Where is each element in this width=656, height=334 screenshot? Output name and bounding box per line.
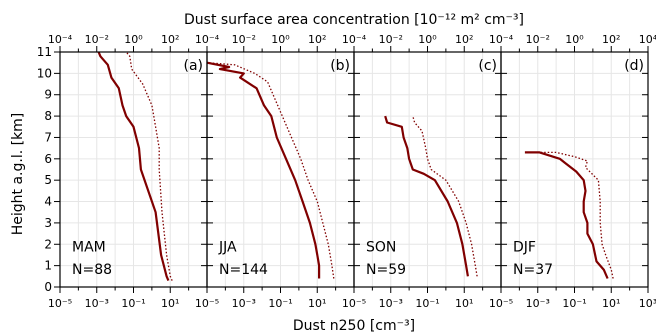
x-tick-label-bottom: 10⁻³ xyxy=(85,297,109,310)
profile-line-surface-area xyxy=(412,115,478,277)
panel-tag: (c) xyxy=(478,58,497,74)
x-tick-label-bottom: 10⁻⁵ xyxy=(195,297,219,310)
sample-count-label: N=88 xyxy=(72,262,112,278)
x-tick-label-top: 10⁰ xyxy=(271,33,290,46)
x-tick-label-bottom: 10¹ xyxy=(455,297,473,310)
x-tick-label-top: 10² xyxy=(308,33,326,46)
sample-count-label: N=144 xyxy=(219,262,268,278)
panel-tag: (a) xyxy=(183,58,203,74)
x-axis-label: Dust n250 [cm⁻³] xyxy=(293,318,415,334)
x-tick-label-top: 10⁻⁴ xyxy=(48,33,73,46)
x-tick-label-bottom: 10⁻⁵ xyxy=(48,297,72,310)
x-tick-label-top: 10⁻⁴ xyxy=(195,33,220,46)
x-tick-label-bottom: 10⁻¹ xyxy=(121,297,145,310)
y-tick-label: 10 xyxy=(37,66,52,80)
x-tick-label-bottom: 10⁻¹ xyxy=(268,297,292,310)
x-tick-label-top: 10² xyxy=(455,33,473,46)
x-tick-label-bottom: 10⁻¹ xyxy=(562,297,586,310)
season-label: MAM xyxy=(72,239,106,255)
season-label: DJF xyxy=(513,239,536,255)
season-label: SON xyxy=(366,239,396,255)
y-tick-label: 6 xyxy=(44,152,52,166)
y-tick-label: 1 xyxy=(44,259,52,273)
x-tick-label-top: 10⁻² xyxy=(526,33,550,46)
x-tick-label-top: 10⁰ xyxy=(418,33,437,46)
profile-line-surface-area xyxy=(125,51,173,281)
x-tick-label-top: 10⁰ xyxy=(565,33,584,46)
y-tick-label: 0 xyxy=(44,280,52,294)
profile-line-n250 xyxy=(97,51,170,282)
top-axis-label: Dust surface area concentration [10⁻¹² m… xyxy=(184,12,524,28)
y-tick-label: 7 xyxy=(44,130,52,144)
panel-frames xyxy=(59,51,649,288)
x-tick-label-bottom: 10⁻³ xyxy=(379,297,403,310)
x-tick-label-top: 10⁻⁴ xyxy=(342,33,367,46)
x-tick-label-bottom: 10¹ xyxy=(602,297,620,310)
sample-count-label: N=37 xyxy=(513,262,553,278)
tick-labels: 0 1 2 3 4 5 6 7 8 9 10 11 10⁻⁵ 10⁻³ 10⁻¹ 10¹ 10⁻⁵ 10⁻³ 10⁻… xyxy=(37,33,656,310)
y-tick-label: 2 xyxy=(44,237,52,251)
x-tick-label-top: 10⁻² xyxy=(85,33,109,46)
season-label: JJA xyxy=(218,239,237,255)
y-tick-label: 9 xyxy=(44,88,52,102)
axis-ticks xyxy=(54,46,649,293)
x-tick-label-top: 10⁻² xyxy=(379,33,403,46)
y-tick-label: 3 xyxy=(44,216,52,230)
y-tick-label: 4 xyxy=(44,195,52,209)
panel-labels: (a) MAM N=88 (b) JJA N=144 (c) SON N=59 (d) DJF N=3… xyxy=(72,58,644,278)
x-tick-label-bottom: 10⁻⁵ xyxy=(342,297,366,310)
panel-tag: (d) xyxy=(624,58,644,74)
x-tick-label-top: 10² xyxy=(602,33,620,46)
x-tick-label-bottom: 10⁻³ xyxy=(232,297,256,310)
x-tick-label-top: 10² xyxy=(161,33,179,46)
x-tick-label-top: 10⁴ xyxy=(639,33,656,46)
x-tick-label-bottom: 10³ xyxy=(639,297,656,310)
y-tick-label: 5 xyxy=(44,173,52,187)
profile-lines xyxy=(97,51,614,282)
x-tick-label-bottom: 10⁻³ xyxy=(526,297,550,310)
profile-line-surface-area xyxy=(206,62,335,279)
y-axis-label: Height a.g.l. [km] xyxy=(10,113,26,236)
profile-line-n250 xyxy=(206,61,321,279)
x-tick-label-bottom: 10⁻¹ xyxy=(415,297,439,310)
x-tick-label-top: 10⁻⁴ xyxy=(489,33,514,46)
x-tick-label-top: 10⁰ xyxy=(124,33,143,46)
x-tick-label-bottom: 10¹ xyxy=(308,297,326,310)
sample-count-label: N=59 xyxy=(366,262,406,278)
profile-line-n250 xyxy=(524,151,609,279)
panel-tag: (b) xyxy=(330,58,350,74)
profile-line-surface-area xyxy=(524,151,614,279)
y-tick-label: 8 xyxy=(44,109,52,123)
x-tick-label-top: 10⁻² xyxy=(232,33,256,46)
y-tick-label: 11 xyxy=(37,45,52,59)
profile-line-n250 xyxy=(384,115,469,277)
x-tick-label-bottom: 10⁻⁵ xyxy=(489,297,513,310)
x-tick-label-bottom: 10¹ xyxy=(161,297,179,310)
